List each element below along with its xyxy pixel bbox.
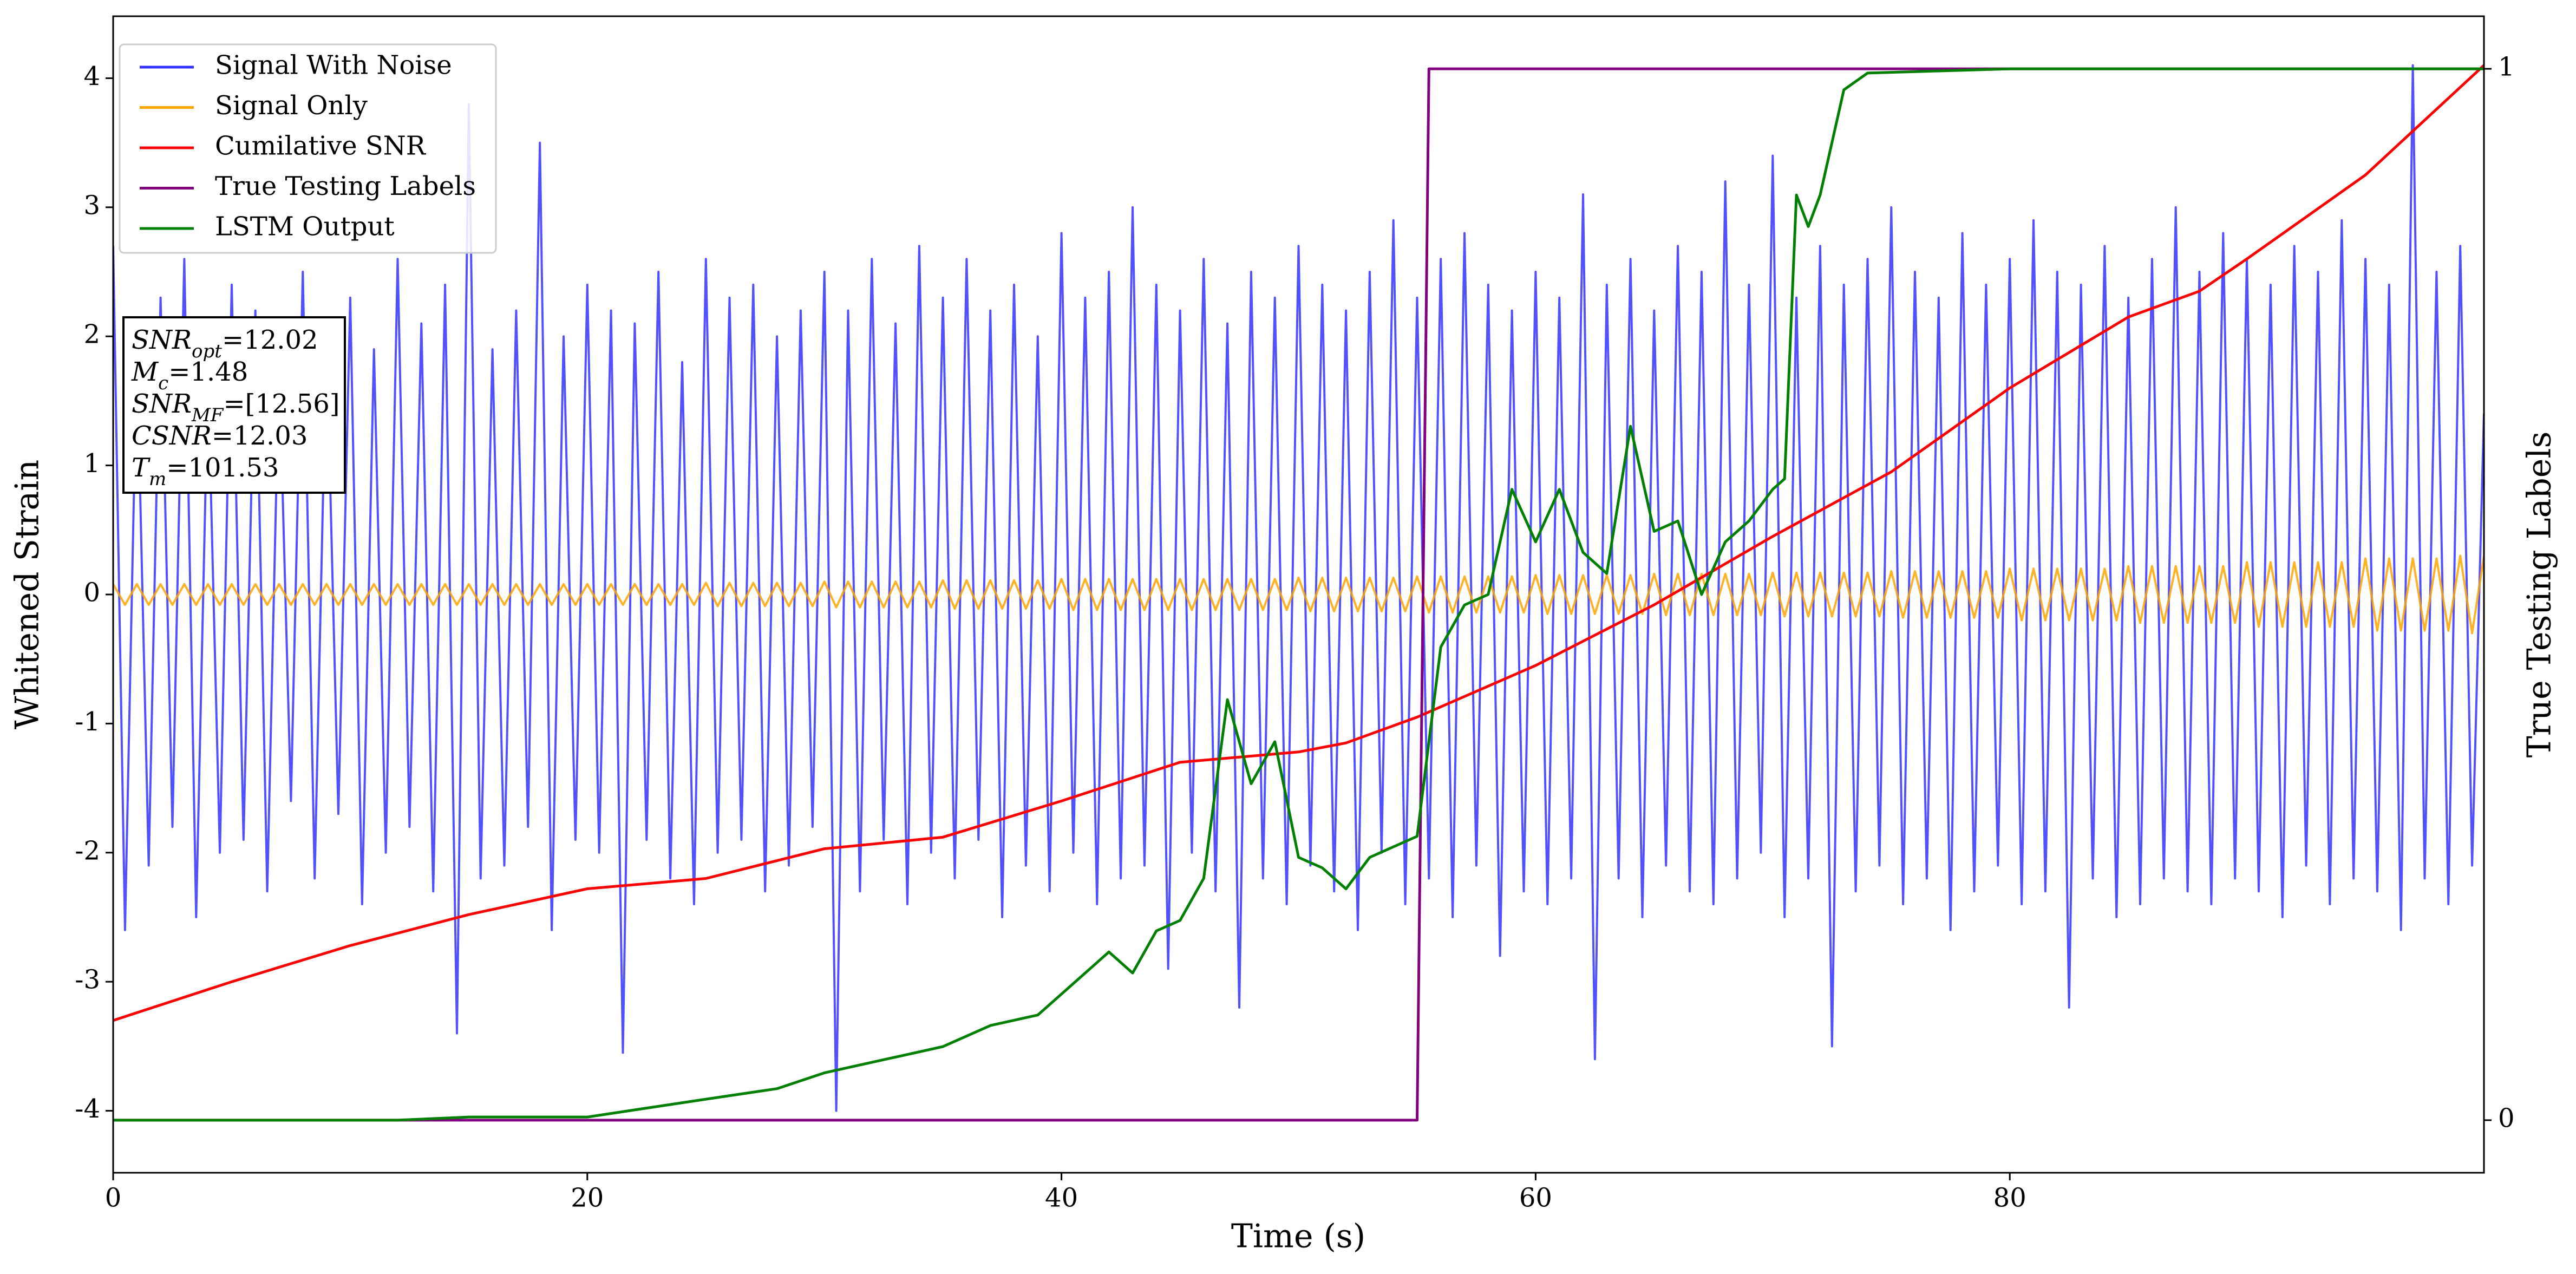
annotation-box: [122, 316, 346, 494]
y2-axis-label: True Testing Labels: [2521, 432, 2559, 758]
x-tick-label: 80: [1993, 1183, 2026, 1213]
y-tick-label: -4: [75, 1094, 100, 1124]
annotation-symbol: CSNR: [132, 421, 212, 451]
x-tick-label: 60: [1519, 1183, 1552, 1213]
annotation-value: =[12.56]: [223, 389, 339, 419]
y-axis-label: Whitened Strain: [9, 460, 47, 729]
y-tick-label: 1: [83, 448, 100, 479]
annotation: Tm=101.53: [132, 453, 279, 491]
legend-box: [119, 43, 497, 254]
y-tick-label: 0: [83, 578, 100, 608]
y2-tick-label: 1: [2498, 52, 2515, 82]
y-tick-label: 4: [83, 61, 100, 92]
legend-label: True Testing Labels: [215, 171, 476, 201]
annotation-symbol: SNR: [132, 389, 192, 419]
annotation: SNRMF=[12.56]: [132, 389, 340, 427]
y-tick-label: -1: [75, 707, 100, 737]
series-line: [113, 67, 2484, 1122]
y-tick-label: 3: [83, 190, 100, 220]
annotation-subscript: c: [158, 373, 168, 394]
annotation-symbol: SNR: [132, 325, 192, 355]
legend-label: Signal Only: [215, 90, 368, 121]
legend-label: Signal With Noise: [215, 50, 452, 81]
series-line: [113, 64, 2484, 1022]
y-tick-label: -2: [75, 835, 100, 866]
annotation-subscript: MF: [191, 404, 224, 426]
annotation-symbol: M: [131, 357, 159, 387]
annotation-subscript: m: [149, 468, 166, 490]
y-tick-label: -3: [75, 965, 100, 995]
annotation: SNRopt=12.02: [132, 325, 318, 363]
series-line: [113, 67, 2484, 1122]
annotation-value: =12.02: [222, 325, 318, 355]
x-tick-label: 40: [1045, 1183, 1078, 1213]
y-tick-label: 2: [83, 319, 100, 350]
x-tick-label: 0: [105, 1183, 122, 1213]
plot-frame: [112, 15, 2485, 1174]
annotation-symbol: T: [132, 453, 151, 483]
annotation: CSNR=12.03: [132, 421, 308, 451]
annotation-value: =12.03: [212, 421, 308, 451]
annotation: Mc=1.48: [131, 357, 248, 395]
legend-label: Cumilative SNR: [215, 131, 427, 161]
y2-tick-label: 0: [2498, 1103, 2515, 1133]
annotation-value: =101.53: [166, 453, 279, 483]
annotation-value: =1.48: [168, 357, 248, 387]
series-line: [113, 554, 2484, 635]
x-axis-label: Time (s): [1231, 1218, 1365, 1256]
annotation-subscript: opt: [192, 341, 222, 362]
legend-label: LSTM Output: [215, 212, 395, 242]
series-line: [113, 64, 2484, 1112]
x-tick-label: 20: [571, 1183, 604, 1213]
